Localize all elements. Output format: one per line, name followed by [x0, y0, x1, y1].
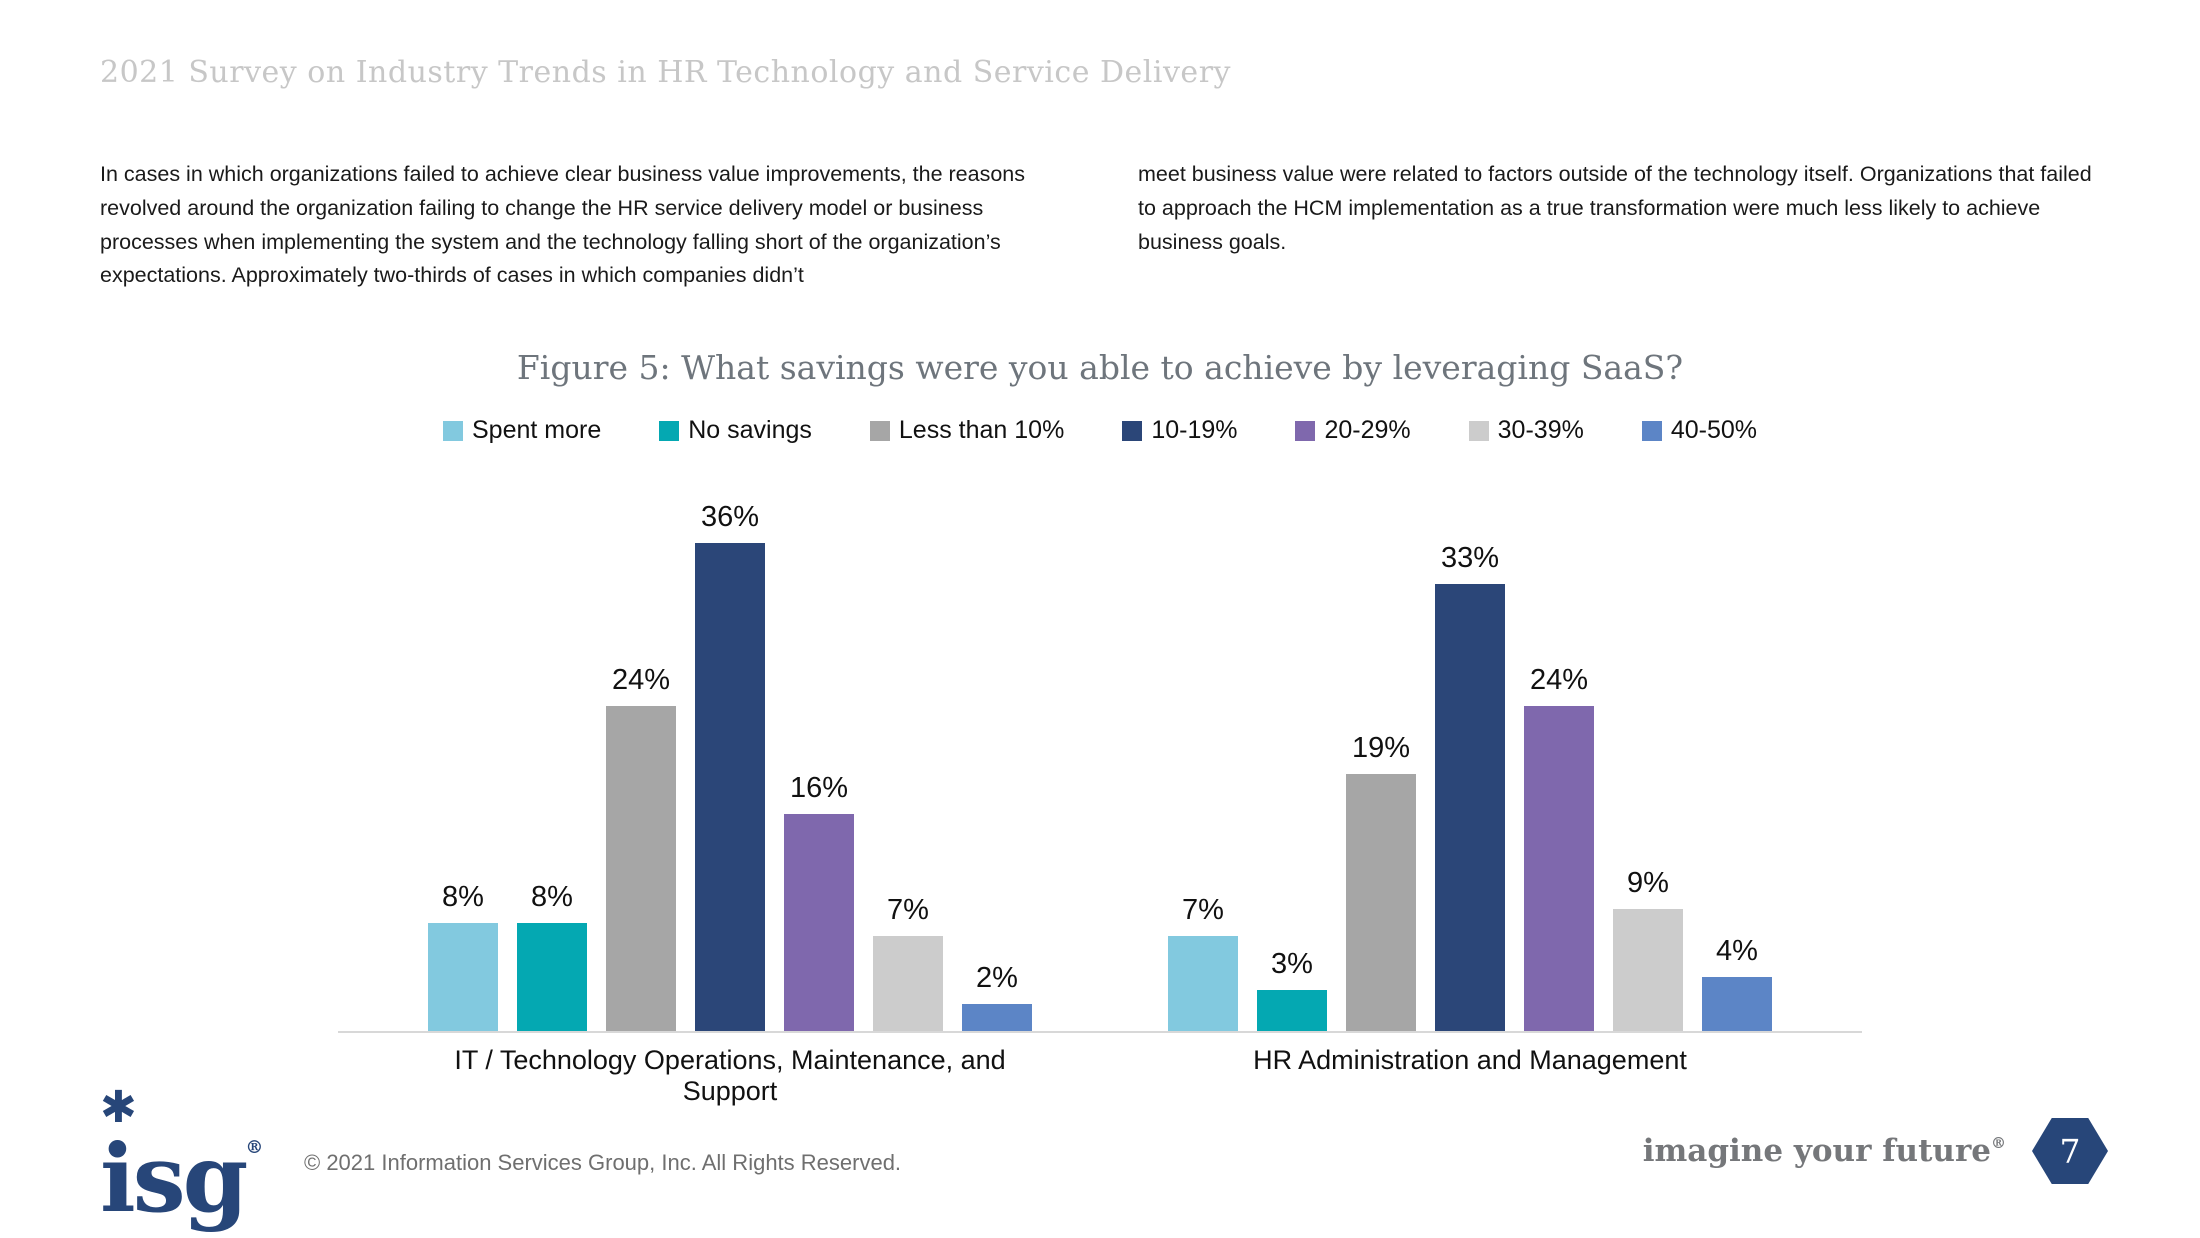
legend-item: 20-29%: [1295, 416, 1411, 445]
bar: [1702, 977, 1772, 1031]
bar-value-label: 36%: [700, 501, 760, 533]
bar-value-label: 7%: [1182, 894, 1224, 926]
bar-value-label: 33%: [1440, 542, 1500, 574]
page-number: 7: [2059, 1131, 2081, 1171]
legend-swatch-icon: [1468, 420, 1489, 441]
bar: [1168, 936, 1238, 1031]
page-number-badge: 7: [2032, 1118, 2108, 1184]
bar-column: 33%: [1435, 542, 1505, 1031]
legend-swatch-icon: [1295, 420, 1316, 441]
bar-column: 2%: [962, 962, 1032, 1031]
intro-text: In cases in which organizations failed t…: [100, 158, 2100, 293]
legend-item: 40-50%: [1641, 416, 1757, 445]
tagline-registered-mark: ®: [1991, 1134, 2006, 1152]
page-footer: ✱ isg® © 2021 Information Services Group…: [100, 1086, 2108, 1227]
legend-item: No savings: [659, 416, 812, 445]
footer-left: ✱ isg® © 2021 Information Services Group…: [100, 1086, 902, 1227]
bar-value-label: 2%: [976, 962, 1018, 994]
bar-value-label: 9%: [1627, 867, 1669, 899]
legend-label: Less than 10%: [898, 416, 1065, 444]
bar-column: 36%: [695, 501, 765, 1031]
bar-value-label: 8%: [442, 881, 484, 913]
legend-label: 10-19%: [1151, 416, 1238, 444]
bar-value-label: 8%: [531, 881, 573, 913]
bar-column: 24%: [606, 664, 676, 1031]
bar-group: 7% 3% 19% 33% 24% 9% 4%: [1168, 542, 1772, 1031]
footer-right: imagine your future® 7: [1643, 1118, 2108, 1184]
legend-swatch-icon: [1122, 420, 1143, 441]
legend-label: 30-39%: [1497, 416, 1584, 444]
bar: [606, 706, 676, 1031]
intro-left-column: In cases in which organizations failed t…: [100, 162, 1025, 288]
bar-value-label: 24%: [611, 664, 671, 696]
bar-column: 8%: [428, 881, 498, 1031]
chart-legend: Spent more No savings Less than 10% 10-19% 2…: [0, 416, 2200, 445]
bar-column: 7%: [873, 894, 943, 1031]
bar: [962, 1004, 1032, 1031]
bar: [695, 543, 765, 1031]
bar: [428, 923, 498, 1031]
legend-label: 20-29%: [1324, 416, 1411, 444]
legend-swatch-icon: [869, 420, 890, 441]
legend-item: Spent more: [442, 416, 602, 445]
legend-item: Less than 10%: [869, 416, 1065, 445]
bar-column: 4%: [1702, 935, 1772, 1031]
bar: [784, 814, 854, 1031]
bar-column: 9%: [1613, 867, 1683, 1031]
figure-title: Figure 5: What savings were you able to …: [516, 348, 1684, 387]
chart-category-axis: IT / Technology Operations, Maintenance,…: [338, 1045, 1862, 1107]
bar-column: 3%: [1257, 948, 1327, 1031]
legend-swatch-icon: [1641, 420, 1662, 441]
isg-logo: ✱ isg®: [100, 1086, 268, 1227]
category-label: IT / Technology Operations, Maintenance,…: [454, 1045, 1006, 1106]
bar-column: 19%: [1346, 732, 1416, 1031]
isg-logo-wordmark: isg®: [100, 1132, 263, 1226]
legend-label: 40-50%: [1670, 416, 1757, 444]
legend-label: No savings: [688, 416, 812, 444]
chart-plot-area: 8% 8% 24% 36% 16% 7% 2% 7% 3% 19% 33% 24% 9% 4%: [338, 470, 1862, 1033]
intro-right-column: meet business value were related to fact…: [1138, 162, 2092, 254]
bar: [1613, 909, 1683, 1031]
bar-value-label: 19%: [1351, 732, 1411, 764]
legend-item: 30-39%: [1468, 416, 1584, 445]
bar-value-label: 24%: [1529, 664, 1589, 696]
bar-column: 16%: [784, 772, 854, 1031]
page-title: 2021 Survey on Industry Trends in HR Tec…: [100, 55, 1231, 90]
bar-value-label: 16%: [789, 772, 849, 804]
bar-column: 24%: [1524, 664, 1594, 1031]
bar: [1346, 774, 1416, 1031]
bar-chart: 8% 8% 24% 36% 16% 7% 2% 7% 3% 19% 33% 24% 9% 4% IT / …: [338, 470, 1862, 1107]
bar-value-label: 3%: [1271, 948, 1313, 980]
bar: [1435, 584, 1505, 1031]
copyright-text: © 2021 Information Services Group, Inc. …: [304, 1150, 902, 1175]
bar-column: 7%: [1168, 894, 1238, 1031]
bar-value-label: 7%: [887, 894, 929, 926]
bar: [517, 923, 587, 1031]
bar: [1524, 706, 1594, 1031]
tagline: imagine your future®: [1643, 1133, 2006, 1169]
tagline-text: imagine your future: [1642, 1133, 1991, 1169]
category-label: HR Administration and Management: [1253, 1045, 1687, 1075]
legend-item: 10-19%: [1122, 416, 1237, 445]
bar-value-label: 4%: [1716, 935, 1758, 967]
isg-logo-star-icon: ✱: [100, 1083, 137, 1132]
bar-column: 8%: [517, 881, 587, 1031]
bar: [1257, 990, 1327, 1031]
isg-logo-registered-mark: ®: [245, 1137, 264, 1158]
legend-swatch-icon: [659, 420, 680, 441]
bar-group: 8% 8% 24% 36% 16% 7% 2%: [428, 501, 1032, 1031]
legend-swatch-icon: [442, 420, 463, 441]
bar: [873, 936, 943, 1031]
legend-label: Spent more: [471, 416, 602, 444]
isg-logo-text: isg: [100, 1124, 248, 1234]
